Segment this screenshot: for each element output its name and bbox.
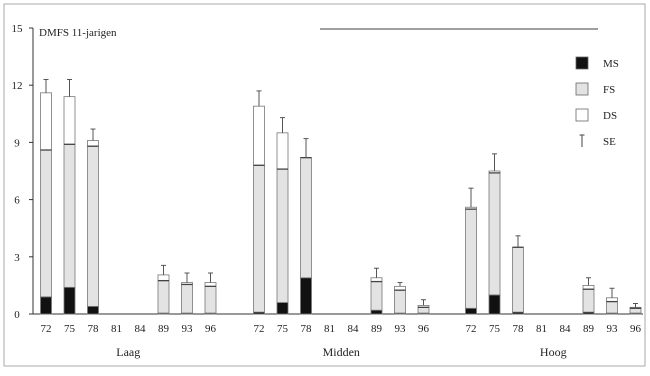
x-tick-label: 93 [395, 323, 407, 335]
x-tick-label: 75 [489, 323, 501, 335]
x-axis-ticks: 72 75 78 81 84 89 93 96 72 75 78 81 84 89 93 96 72 75 78 81… [41, 323, 642, 335]
legend: MS FS DS SE [575, 56, 619, 148]
bar-segment-fs [465, 208, 477, 309]
bar-segment-fs [488, 172, 501, 296]
bar-segment-fs [157, 280, 170, 314]
bar-segment-ms [63, 286, 76, 315]
bar-segment-fs [181, 284, 193, 314]
x-tick-label: 72 [41, 323, 52, 335]
bar-segment-fs [276, 168, 289, 303]
bar-segment-ms [465, 307, 477, 315]
y-tick-label: 12 [12, 80, 23, 92]
group-label: Hoog [540, 345, 567, 359]
bar-segment-ds [87, 140, 99, 147]
legend-label: FS [603, 84, 615, 96]
chart-frame [3, 3, 646, 367]
group-labels: Laag Midden Hoog [116, 345, 566, 359]
bar-segment-fs [606, 301, 618, 314]
bar-segment-ds [63, 96, 76, 145]
x-tick-label: 81 [111, 323, 122, 335]
x-tick-label: 81 [536, 323, 547, 335]
bar-segment-fs [40, 149, 52, 298]
legend-label: MS [603, 58, 619, 70]
bar-segment-fs [300, 157, 312, 279]
x-tick-label: 93 [182, 323, 194, 335]
bar-segment-ds [276, 132, 289, 170]
bar-segment-fs [204, 285, 217, 314]
group-label: Laag [116, 345, 140, 359]
bar-segment-ms [488, 294, 501, 315]
x-tick-label: 96 [418, 323, 430, 335]
bar-segment-ds [40, 92, 52, 151]
legend-swatch-fs [575, 82, 589, 96]
x-tick-label: 75 [277, 323, 289, 335]
bar-segment-fs [582, 288, 595, 313]
bar-segment-ds [253, 105, 265, 166]
x-tick-label: 78 [513, 323, 525, 335]
bar-segment-ms [87, 305, 99, 315]
x-tick-label: 89 [158, 323, 170, 335]
bar-segment-fs [417, 306, 430, 314]
y-tick-label: 15 [12, 23, 24, 35]
bar-segment-ms [370, 309, 383, 315]
legend-swatch-ms [575, 56, 589, 70]
chart-title: DMFS 11-jarigen [39, 27, 117, 39]
legend-label: SE [603, 136, 616, 148]
bar-segment-ms [40, 296, 52, 315]
x-tick-label: 78 [88, 323, 100, 335]
bar-segment-ms [276, 302, 289, 315]
y-tick-label: 9 [14, 137, 20, 149]
x-tick-label: 72 [466, 323, 477, 335]
x-tick-label: 93 [607, 323, 619, 335]
x-tick-label: 96 [205, 323, 217, 335]
bar-segment-ds [157, 274, 170, 282]
x-tick-label: 81 [324, 323, 335, 335]
x-tick-label: 84 [560, 323, 572, 335]
bar-segment-fs [629, 307, 642, 314]
x-tick-label: 96 [630, 323, 642, 335]
bar-segment-fs [87, 145, 99, 307]
legend-swatch-ds [575, 108, 589, 122]
bar-segment-fs [370, 281, 383, 311]
x-tick-label: 75 [64, 323, 76, 335]
x-tick-label: 78 [301, 323, 313, 335]
y-axis-ticks: 0 3 6 9 12 15 [12, 23, 33, 321]
x-tick-label: 84 [348, 323, 360, 335]
y-tick-label: 0 [14, 309, 20, 321]
x-tick-label: 89 [583, 323, 595, 335]
y-tick-label: 6 [14, 195, 20, 207]
bar-segment-fs [63, 143, 76, 288]
y-tick-label: 3 [14, 252, 20, 264]
legend-label: DS [603, 110, 617, 122]
bar-segment-fs [394, 289, 406, 314]
x-tick-label: 72 [254, 323, 265, 335]
bar-segment-fs [253, 164, 265, 313]
x-tick-label: 89 [371, 323, 383, 335]
bar-layer [40, 78, 642, 315]
x-tick-label: 84 [135, 323, 147, 335]
bar-segment-fs [512, 246, 524, 313]
bar-segment-ms [300, 277, 312, 315]
group-label: Midden [323, 345, 360, 359]
